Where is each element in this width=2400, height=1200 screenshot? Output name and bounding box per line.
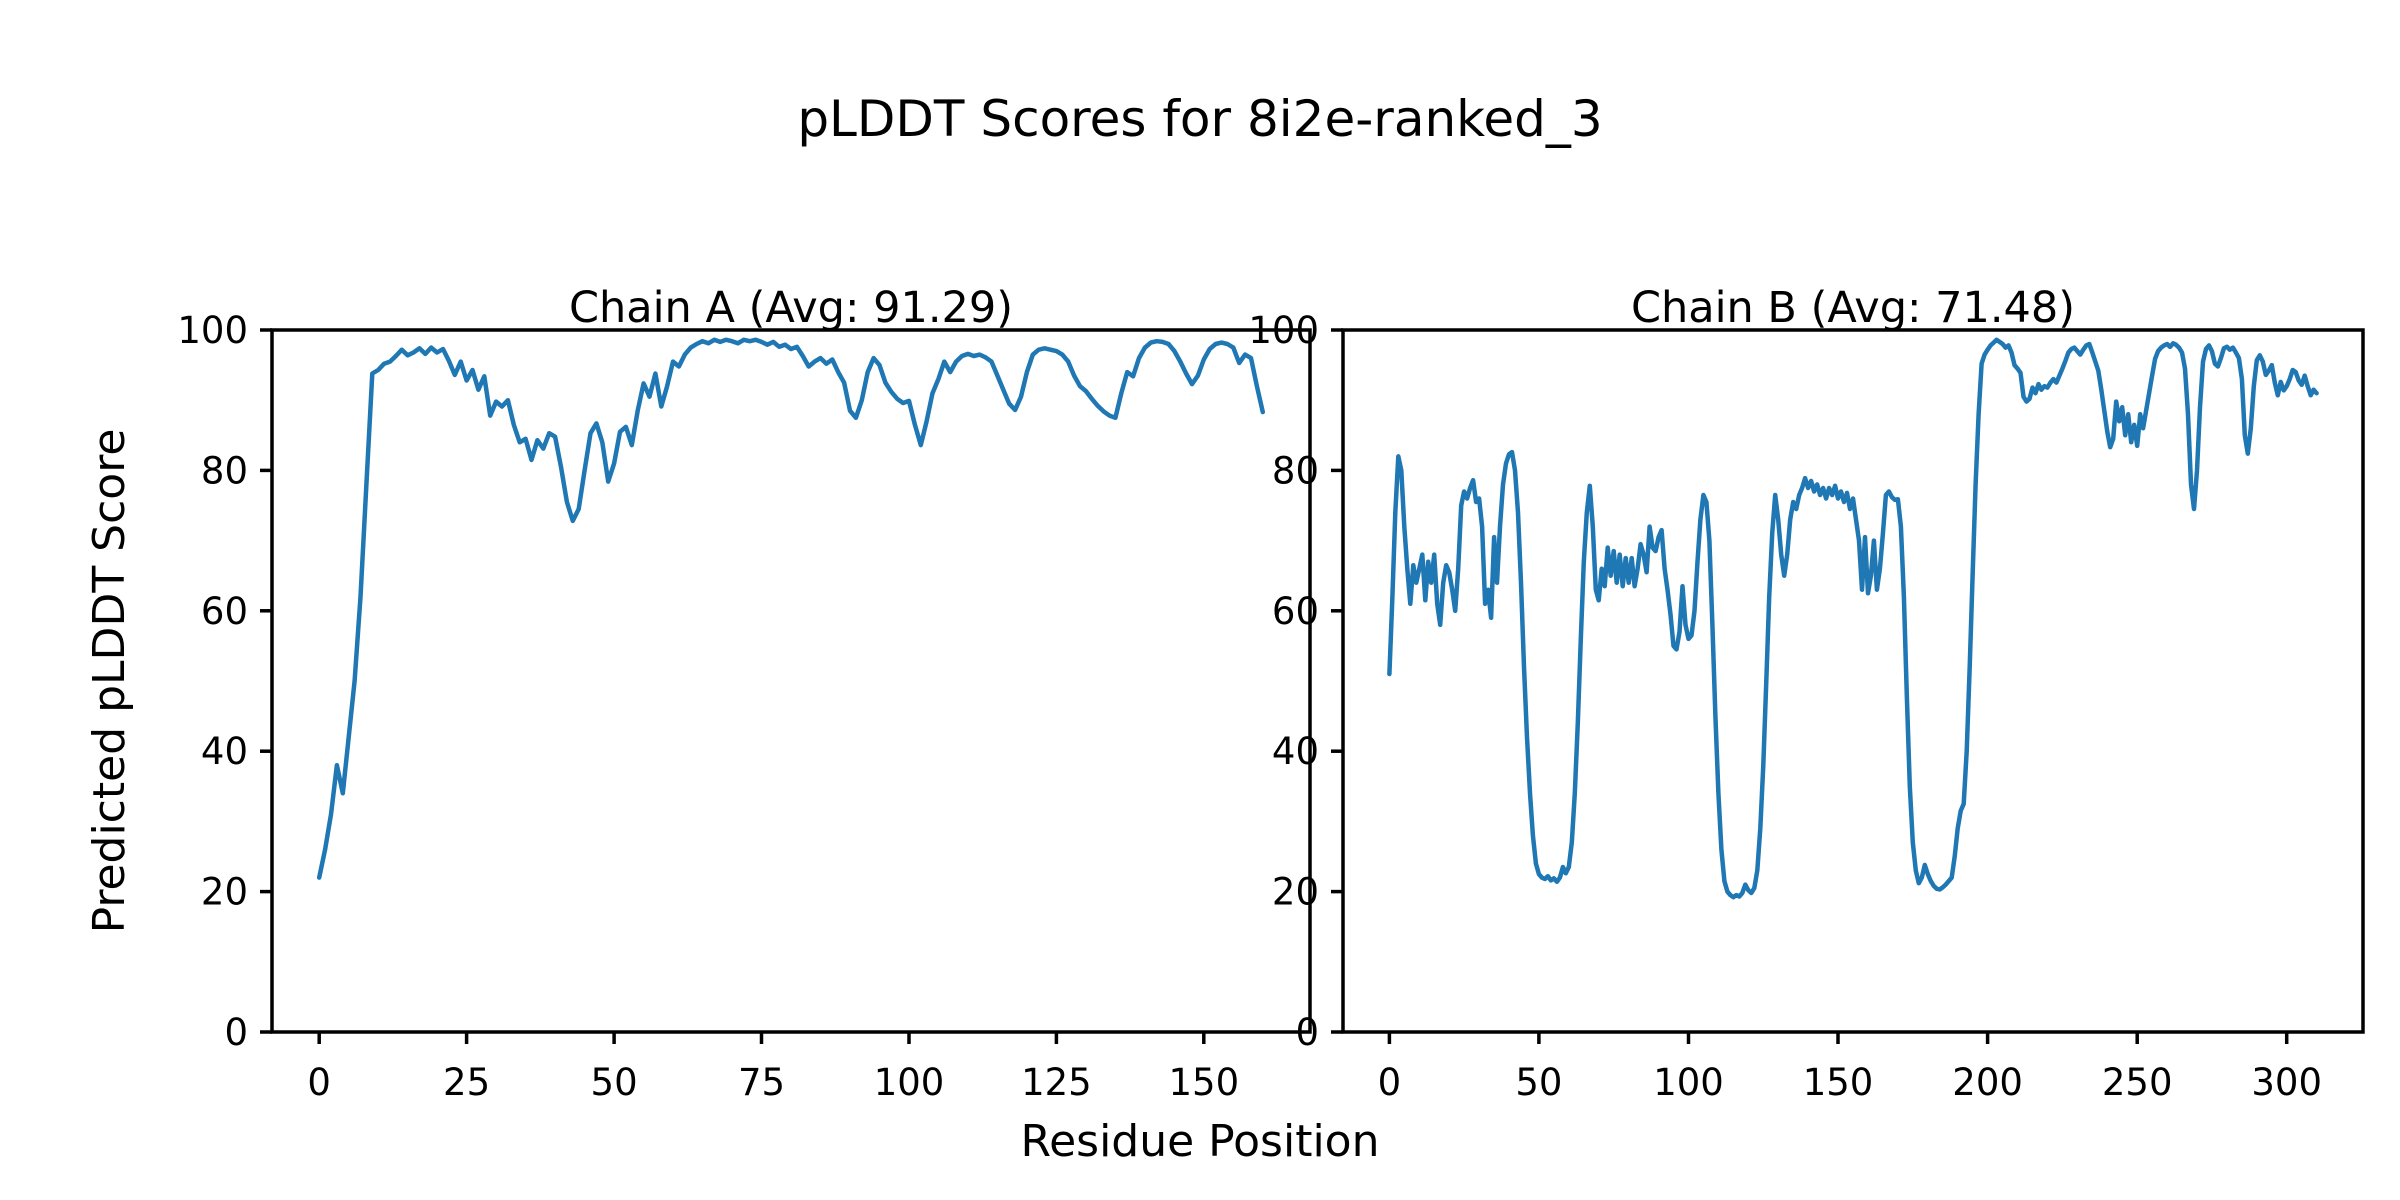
x-tick-label: 0: [307, 1061, 331, 1104]
y-tick-label: 40: [201, 730, 248, 773]
chain-b-plot-frame: [1341, 328, 2365, 1034]
x-tick-label: 25: [443, 1061, 490, 1104]
chain-b-ticks: 0 50 100 150 200 250 300 0 20 40 60 80 100: [1248, 309, 2322, 1104]
chain-b-line: [1387, 337, 2319, 900]
x-tick-label: 100: [874, 1061, 945, 1104]
chain-a-title: Chain A (Avg: 91.29): [569, 283, 1013, 333]
y-tick-label: 0: [1295, 1011, 1319, 1054]
x-tick-label: 50: [591, 1061, 638, 1104]
figure-title: pLDDT Scores for 8i2e-ranked_3: [797, 90, 1602, 148]
y-tick-label: 20: [1272, 871, 1319, 914]
y-tick-label: 0: [224, 1011, 248, 1054]
chain-b-title: Chain B (Avg: 71.48): [1631, 283, 2075, 333]
chain-a-line: [316, 337, 1266, 880]
y-tick-label: 100: [1248, 309, 1319, 352]
x-tick-label: 0: [1378, 1061, 1402, 1104]
x-tick-label: 300: [2251, 1061, 2322, 1104]
x-tick-label: 150: [1168, 1061, 1239, 1104]
x-axis-label: Residue Position: [1020, 1116, 1379, 1167]
chain-a-subplot: Chain A (Avg: 91.29) 0 25 50 75 100 125 150 0 20…: [177, 283, 1312, 1104]
x-tick-label: 50: [1515, 1061, 1562, 1104]
x-tick-label: 200: [1952, 1061, 2023, 1104]
y-tick-label: 60: [201, 590, 248, 633]
x-tick-label: 150: [1803, 1061, 1874, 1104]
chain-a-ticks: 0 25 50 75 100 125 150 0 20 40 60 80 100: [177, 309, 1239, 1104]
x-tick-label: 250: [2102, 1061, 2173, 1104]
y-axis-label: Predicted pLDDT Score: [84, 429, 135, 934]
y-tick-label: 20: [201, 871, 248, 914]
x-tick-label: 125: [1021, 1061, 1092, 1104]
y-tick-label: 80: [1272, 449, 1319, 492]
y-tick-label: 40: [1272, 730, 1319, 773]
chain-b-subplot: Chain B (Avg: 71.48) 0 50 100 150 200 250 3000…: [1248, 283, 2365, 1104]
y-tick-label: 100: [177, 309, 248, 352]
chain-a-plot-frame: [270, 328, 1312, 1034]
x-tick-label: 100: [1653, 1061, 1724, 1104]
y-tick-label: 80: [201, 449, 248, 492]
y-tick-label: 60: [1272, 590, 1319, 633]
x-tick-label: 75: [738, 1061, 785, 1104]
